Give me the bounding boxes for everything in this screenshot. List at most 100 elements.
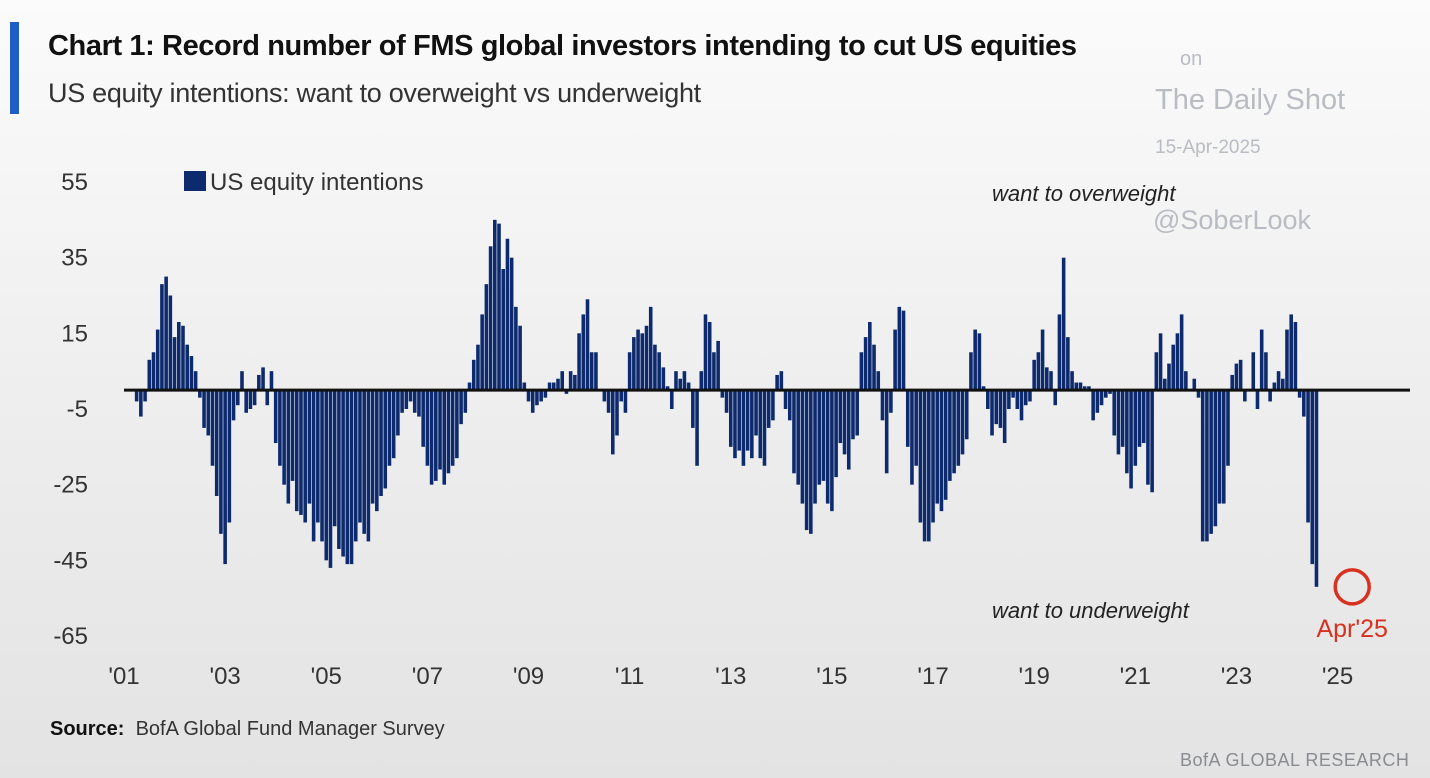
bar — [661, 367, 666, 391]
bar — [611, 390, 615, 455]
bar — [1196, 390, 1201, 398]
bar — [998, 390, 1003, 428]
bar — [324, 390, 329, 561]
bar — [391, 390, 396, 459]
bar — [1200, 390, 1205, 542]
bar — [1310, 390, 1315, 565]
bar — [1280, 378, 1285, 391]
bar — [252, 390, 257, 406]
bar — [716, 340, 720, 391]
bar — [375, 390, 379, 512]
bar — [168, 295, 173, 391]
bar — [362, 390, 366, 534]
bar — [948, 390, 952, 481]
bar — [859, 352, 864, 391]
bar — [775, 374, 779, 391]
bar — [193, 371, 198, 391]
bar — [783, 390, 788, 409]
bar — [383, 390, 388, 489]
bar — [1129, 390, 1133, 489]
bar — [1238, 359, 1243, 391]
bar — [724, 390, 729, 413]
bar — [202, 390, 206, 428]
bar — [257, 374, 261, 391]
bar — [594, 352, 598, 391]
bar — [530, 390, 535, 413]
bar — [1184, 371, 1188, 391]
bar — [526, 390, 531, 402]
bar — [488, 246, 493, 391]
bar — [851, 390, 855, 440]
x-tick-label: '05 — [311, 663, 342, 690]
bar — [172, 337, 177, 391]
bar — [1171, 344, 1175, 391]
bar — [210, 390, 215, 466]
bar — [1264, 352, 1268, 391]
y-tick-label: -65 — [53, 623, 88, 650]
bar — [581, 314, 586, 391]
bar — [345, 390, 350, 565]
bar — [320, 390, 324, 542]
legend: US equity intentions — [184, 169, 423, 196]
bar — [1066, 337, 1070, 391]
bar — [1192, 378, 1197, 391]
bar — [244, 390, 248, 413]
y-tick-label: -45 — [53, 547, 88, 574]
bar — [728, 390, 733, 447]
bar — [1099, 390, 1104, 406]
bar — [299, 390, 303, 515]
bar — [273, 390, 278, 444]
bar — [261, 367, 265, 391]
bar — [181, 325, 185, 391]
bar — [269, 371, 274, 391]
bar — [855, 390, 859, 436]
bar — [800, 390, 805, 504]
bar — [1302, 390, 1306, 417]
x-tick-label: '11 — [615, 663, 645, 690]
bar — [189, 356, 194, 391]
bar — [606, 390, 611, 413]
bar — [868, 321, 872, 391]
bar — [691, 390, 695, 428]
bar — [219, 390, 223, 534]
bar — [227, 390, 232, 523]
x-tick-label: '19 — [1019, 663, 1050, 690]
bar — [484, 284, 489, 391]
bar — [914, 390, 918, 466]
bar — [792, 390, 796, 474]
bar — [1082, 386, 1087, 391]
bar — [164, 276, 168, 391]
bar — [901, 310, 906, 391]
bar — [1007, 390, 1011, 409]
bar — [893, 329, 897, 391]
bar — [134, 390, 139, 402]
bar — [480, 314, 484, 391]
bar — [927, 390, 931, 542]
chart-subtitle: US equity intentions: want to overweight… — [48, 78, 701, 108]
bar — [1297, 390, 1302, 398]
bar — [370, 390, 375, 504]
bar — [1205, 390, 1209, 542]
bar — [1061, 257, 1066, 391]
bar — [699, 371, 704, 391]
bar — [1217, 390, 1222, 504]
bar — [956, 390, 961, 466]
bar — [863, 337, 868, 391]
bar — [771, 390, 775, 421]
bar — [223, 390, 227, 565]
watermark-on: on — [1180, 48, 1203, 70]
bar — [682, 371, 687, 391]
bar — [632, 337, 636, 391]
bar — [973, 329, 977, 391]
bar — [1087, 386, 1091, 391]
bar — [876, 371, 881, 391]
bar — [939, 390, 944, 512]
bar — [349, 390, 354, 565]
bar — [817, 390, 822, 485]
bar — [1276, 371, 1281, 391]
bar — [1015, 390, 1020, 409]
bar — [290, 390, 295, 481]
bar — [434, 390, 438, 481]
bar — [379, 390, 383, 497]
